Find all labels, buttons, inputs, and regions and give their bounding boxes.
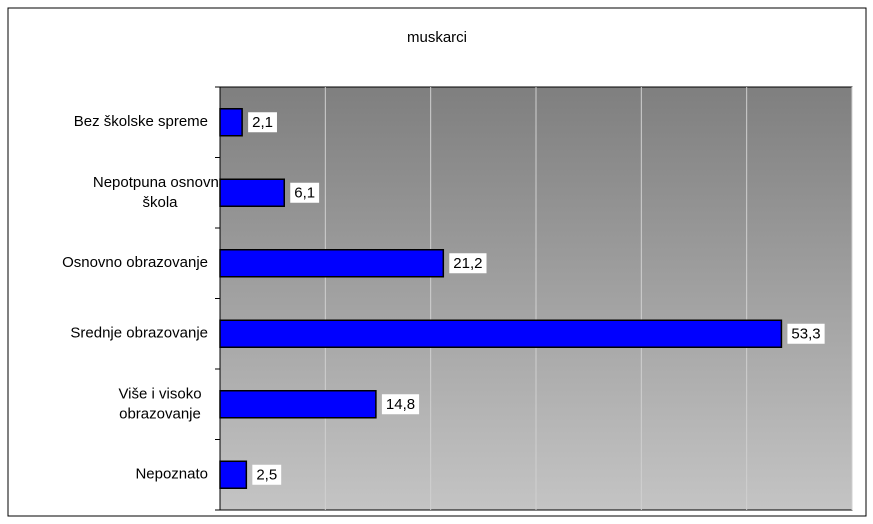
value-label-box	[787, 323, 825, 344]
y-tick-label: Nepotpuna osnovna škola	[93, 174, 228, 211]
value-label: 21,2	[453, 255, 482, 272]
bar	[219, 319, 783, 348]
value-label-box	[290, 182, 320, 203]
bar	[219, 390, 377, 419]
value-label: 6,1	[294, 185, 315, 202]
bar	[219, 178, 286, 207]
value-label-box	[252, 464, 282, 485]
chart-title: muskarci	[407, 29, 467, 46]
y-tick-label: Srednje obrazovanje	[70, 325, 208, 342]
value-label-box	[449, 253, 487, 274]
value-label: 2,5	[256, 467, 277, 484]
bar	[219, 249, 445, 278]
y-tick-label: Bez školske spreme	[74, 113, 208, 130]
bar	[219, 108, 243, 137]
value-label-box	[381, 394, 420, 415]
bar	[219, 460, 248, 489]
y-tick-label: Nepoznato	[135, 466, 208, 483]
value-label: 2,1	[252, 114, 273, 131]
y-tick-label: Osnovno obrazovanje	[62, 254, 208, 271]
value-label-box	[248, 112, 277, 133]
y-tick-label: Više i visoko obrazovanje	[118, 385, 201, 422]
value-label: 14,8	[386, 396, 415, 413]
value-label: 53,3	[791, 326, 820, 343]
